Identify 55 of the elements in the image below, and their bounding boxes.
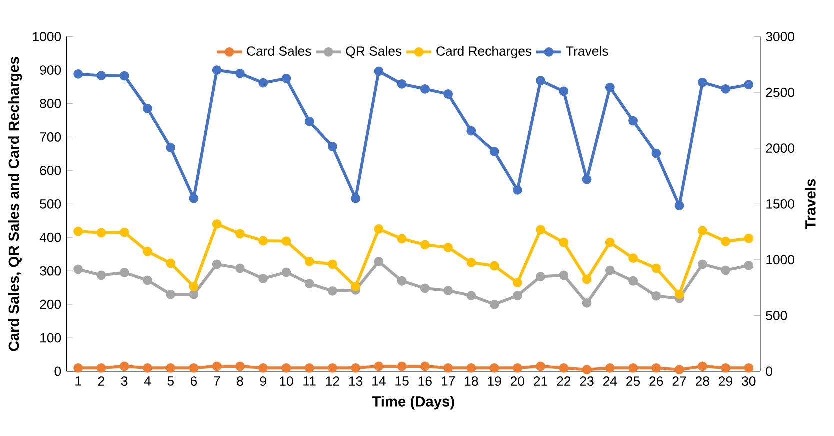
x-tick-label: 28 — [696, 376, 710, 386]
x-tick-label: 17 — [442, 376, 455, 386]
x-tick-label: 3 — [121, 376, 128, 386]
x-tick-label: 30 — [742, 376, 756, 386]
legend-label: Card Sales — [247, 46, 312, 56]
x-tick-label: 8 — [237, 376, 244, 386]
y-tick-label: 300 — [40, 266, 62, 276]
y-tick-label: 700 — [40, 132, 62, 142]
x-tick-label: 2 — [98, 376, 104, 386]
legend-label: Travels — [566, 46, 608, 56]
y-tick-label: 400 — [40, 232, 62, 242]
x-tick-label: 19 — [488, 376, 502, 386]
x-tick-label: 9 — [260, 376, 266, 386]
x-tick-label: 29 — [719, 376, 732, 386]
x-tick-label: 7 — [214, 376, 220, 386]
x-tick-label: 24 — [603, 376, 618, 386]
x-tick-label: 4 — [144, 376, 151, 386]
y-tick-label: 500 — [40, 199, 62, 209]
x-tick-label: 12 — [326, 376, 340, 386]
x-tick-label: 13 — [349, 376, 363, 386]
x-tick-label: 1 — [76, 376, 82, 386]
y2-tick-label: 3000 — [766, 32, 794, 42]
x-tick-label: 14 — [372, 376, 386, 386]
x-tick-label: 15 — [396, 376, 409, 386]
x-tick-label: 16 — [418, 376, 432, 386]
x-tick-label: 22 — [557, 376, 571, 386]
x-tick-label: 5 — [168, 376, 174, 386]
x-tick-label: 26 — [650, 376, 664, 386]
x-tick-label: 18 — [465, 376, 478, 386]
y-tick-label: 200 — [40, 300, 62, 310]
y2-axis-title: Travels — [805, 179, 816, 230]
y-tick-label: 600 — [40, 166, 62, 176]
y2-tick-label: 500 — [766, 310, 788, 320]
y-tick-label: 1000 — [33, 32, 62, 42]
y-tick-label: 800 — [40, 98, 62, 108]
x-tick-label: 25 — [626, 376, 640, 386]
x-tick-label: 10 — [280, 376, 294, 386]
legend-label: Card Recharges — [436, 46, 532, 59]
x-tick-label: 21 — [534, 376, 548, 386]
x-tick-label: 6 — [190, 376, 198, 386]
y-tick-label: 900 — [40, 65, 62, 75]
y-axis-title: Card Sales, QR Sales and Card Recharges — [8, 57, 22, 352]
x-axis-title: Time (Days) — [372, 396, 454, 410]
y2-tick-label: 1000 — [766, 255, 794, 265]
y2-tick-label: 2000 — [766, 144, 794, 153]
y-tick-label: 100 — [40, 333, 62, 343]
y-tick-label: 0 — [54, 366, 62, 376]
x-tick-label: 27 — [672, 376, 686, 386]
y2-tick-label: 0 — [766, 366, 772, 376]
x-tick-label: 23 — [580, 376, 594, 386]
y2-tick-label: 2500 — [766, 88, 794, 98]
x-tick-label: 20 — [511, 376, 525, 386]
y2-tick-label: 1500 — [766, 199, 794, 209]
legend-label: QR Sales — [346, 46, 402, 58]
x-tick-label: 11 — [304, 376, 316, 386]
